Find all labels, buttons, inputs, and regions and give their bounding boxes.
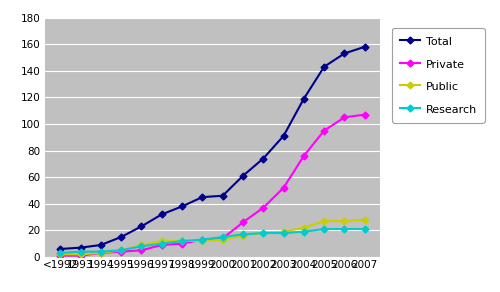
Legend: Total, Private, Public, Research: Total, Private, Public, Research xyxy=(392,28,484,123)
